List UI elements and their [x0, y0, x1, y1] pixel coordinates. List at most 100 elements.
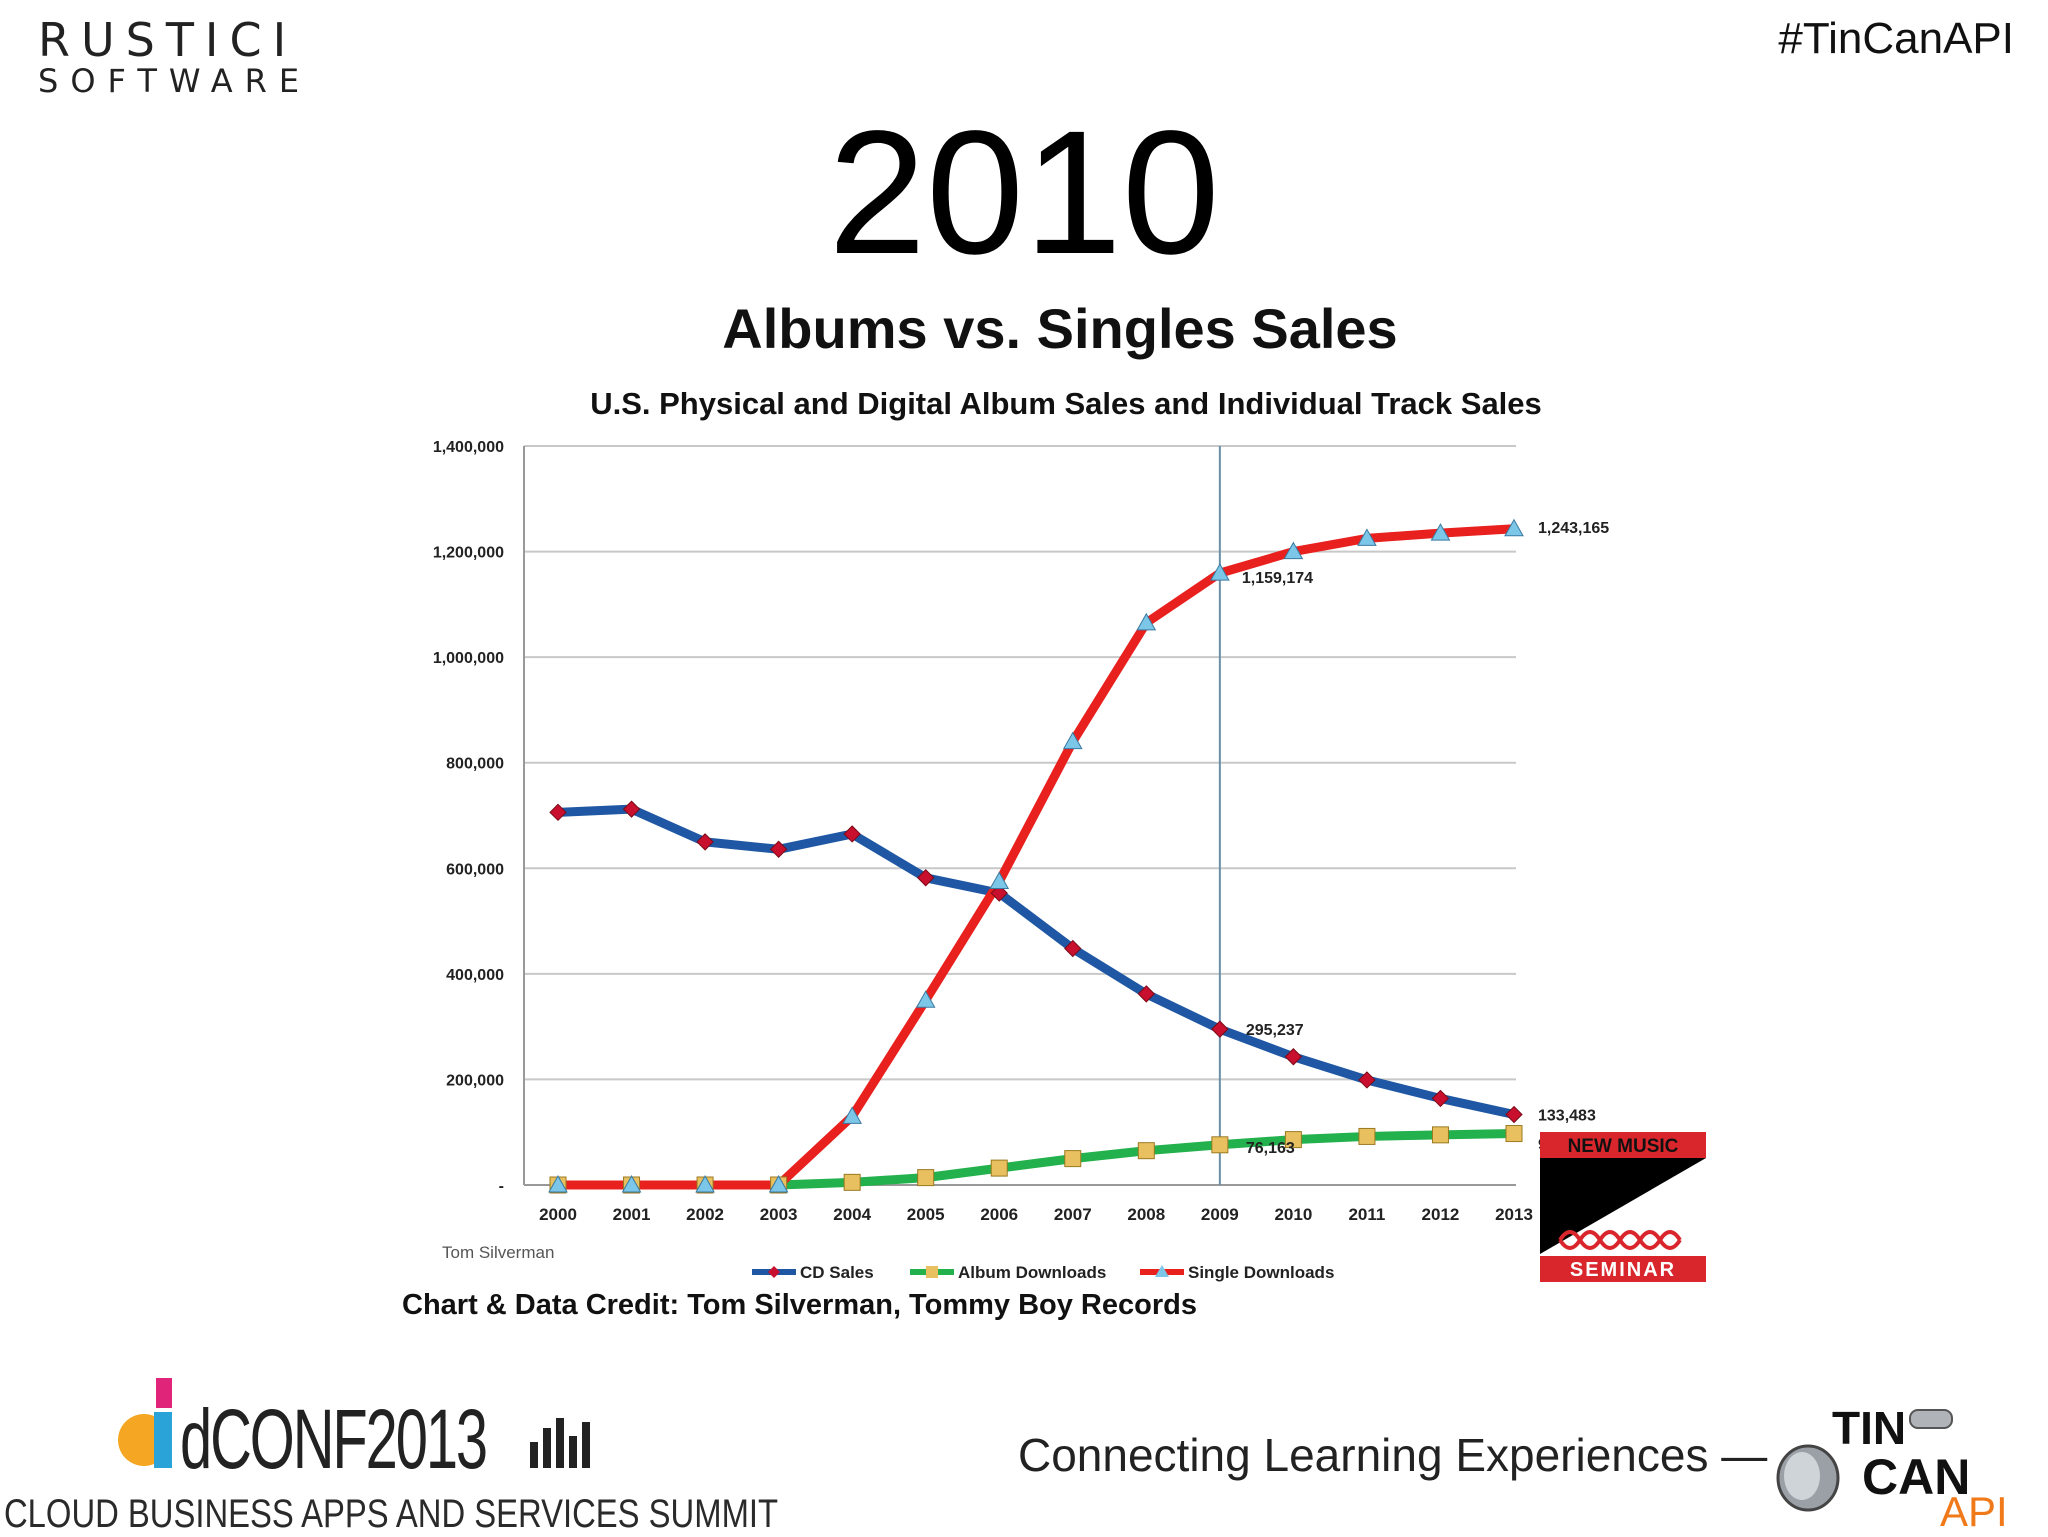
data-point-single-downloads: [1209, 563, 1230, 581]
svg-text:CD Sales: CD Sales: [800, 1263, 874, 1282]
x-tick-label: 2008: [1127, 1205, 1165, 1224]
data-point-single-downloads: [1357, 528, 1377, 546]
legend-item-album-downloads: Album Downloads: [910, 1263, 1106, 1282]
x-tick-label: 2006: [980, 1205, 1018, 1224]
data-point-single-downloads: [548, 1174, 568, 1193]
chart-author-note: Tom Silverman: [442, 1243, 554, 1262]
dconf-logo: dCONF2013: [118, 1378, 590, 1482]
data-label: 76,163: [1246, 1140, 1295, 1157]
data-point-cd-sales: [549, 803, 567, 822]
data-point-single-downloads: [1430, 523, 1451, 541]
x-tick-label: 2001: [613, 1205, 651, 1224]
x-tick-label: 2003: [760, 1205, 798, 1224]
chart-legend: CD Sales Album Downloads Single Downloads: [752, 1263, 1334, 1282]
data-point-cd-sales: [1358, 1071, 1376, 1089]
data-point-single-downloads: [1062, 731, 1083, 750]
data-point-single-downloads: [621, 1174, 642, 1193]
data-point-cd-sales: [843, 825, 861, 843]
x-tick-label: 2007: [1054, 1205, 1092, 1224]
x-tick-label: 2010: [1274, 1205, 1312, 1224]
footer-tagline: Connecting Learning Experiences —: [1018, 1429, 1768, 1481]
badge-wave-2: [1558, 1230, 1682, 1250]
x-tick-label: 2013: [1495, 1205, 1533, 1224]
data-point-single-downloads: [1504, 518, 1524, 537]
data-label: 1,159,174: [1242, 570, 1313, 587]
data-point-album-downloads: [990, 1159, 1008, 1177]
y-tick-label: 600,000: [446, 861, 504, 878]
data-point-single-downloads: [1136, 612, 1157, 631]
rustici-logo: RUSTICI SOFTWARE: [38, 16, 338, 98]
slide-title: 2010: [828, 95, 1220, 291]
svg-text:Album Downloads: Album Downloads: [958, 1263, 1106, 1282]
data-point-cd-sales: [1505, 1105, 1523, 1124]
data-point-single-downloads: [768, 1174, 789, 1193]
data-point-album-downloads: [1505, 1125, 1523, 1143]
x-tick-label: 2005: [907, 1205, 945, 1224]
tincan-logo: TIN CAN API: [1776, 1402, 2008, 1530]
series-line-single-downloads: [553, 524, 1519, 1190]
data-point-album-downloads: [843, 1173, 861, 1191]
rustici-logo-line1: RUSTICI: [38, 13, 298, 67]
data-point-single-downloads: [915, 990, 936, 1008]
legend-item-cd-sales: CD Sales: [752, 1263, 874, 1282]
badge-top-text: NEW MUSIC: [1568, 1136, 1679, 1157]
dconf-logo-bars: [530, 1418, 590, 1468]
data-label: 1,243,165: [1538, 520, 1609, 537]
data-point-single-downloads: [989, 871, 1010, 889]
x-tick-label: 2004: [833, 1205, 871, 1224]
data-point-album-downloads: [1431, 1126, 1449, 1144]
badge-bottom-text: SEMINAR: [1570, 1259, 1676, 1281]
data-point-cd-sales: [1431, 1089, 1450, 1108]
x-tick-label: 2000: [539, 1205, 577, 1224]
data-point-cd-sales: [1137, 985, 1156, 1003]
chart-series: [548, 518, 1524, 1194]
svg-text:Single Downloads: Single Downloads: [1188, 1263, 1334, 1282]
chart-subtitle: U.S. Physical and Digital Album Sales an…: [590, 386, 1542, 421]
chart-gridlines: [523, 445, 1516, 1186]
chart-credit: Chart & Data Credit: Tom Silverman, Tomm…: [402, 1289, 1197, 1321]
data-point-cd-sales: [1284, 1048, 1303, 1066]
data-point-cd-sales: [1064, 939, 1082, 958]
badge-bottom-band: [1540, 1256, 1706, 1282]
dconf-subtitle: CLOUD BUSINESS APPS AND SERVICES SUMMIT: [4, 1492, 779, 1536]
data-point-cd-sales: [769, 840, 788, 858]
data-point-cd-sales: [916, 869, 935, 887]
x-tick-label: 2012: [1422, 1205, 1460, 1224]
tin-can-icon: [1776, 1409, 1953, 1512]
data-point-album-downloads: [1064, 1150, 1082, 1168]
data-label: 295,237: [1246, 1022, 1304, 1039]
tincan-logo-api: API: [1940, 1488, 2008, 1530]
data-point-cd-sales: [622, 800, 641, 818]
chart-title: Albums vs. Singles Sales: [722, 300, 1397, 360]
x-tick-label: 2002: [686, 1205, 724, 1224]
y-axis-ticks: - 200,000 400,000 600,000 800,000 1,000,000 1,…: [433, 439, 504, 1195]
x-tick-label: 2011: [1348, 1205, 1385, 1224]
data-point-single-downloads: [842, 1106, 863, 1124]
data-point-cd-sales: [990, 884, 1008, 902]
legend-item-single-downloads: Single Downloads: [1140, 1263, 1334, 1282]
y-tick-label: 1,000,000: [433, 650, 504, 667]
data-point-album-downloads: [1137, 1142, 1155, 1160]
data-point-cd-sales: [1211, 1020, 1229, 1038]
data-point-album-downloads: [1358, 1127, 1376, 1145]
sales-chart: Albums vs. Singles Sales U.S. Physical a…: [402, 300, 1706, 1321]
y-tick-label: 400,000: [446, 967, 504, 984]
data-point-single-downloads: [1283, 541, 1304, 560]
x-axis-ticks: 2000 2001 2002 2003 2004 2005 2006 2007 2008 2009…: [539, 1205, 1533, 1224]
data-point-album-downloads: [1284, 1131, 1302, 1149]
badge-triangle: [1540, 1132, 1706, 1254]
data-point-album-downloads: [1211, 1136, 1229, 1154]
hashtag-label: #TinCanAPI: [1778, 14, 2014, 63]
dconf-logo-accent: [156, 1378, 172, 1408]
data-label: 133,483: [1538, 1108, 1596, 1125]
dconf-logo-text: dCONF2013: [180, 1392, 486, 1482]
y-tick-label: 200,000: [446, 1072, 504, 1089]
tincan-logo-tin: TIN: [1832, 1402, 1906, 1454]
y-tick-label: 800,000: [446, 756, 504, 773]
y-tick-label: -: [499, 1178, 504, 1195]
badge-top-band: [1540, 1132, 1706, 1158]
dconf-logo-stem: [154, 1412, 172, 1468]
data-point-single-downloads: [695, 1174, 715, 1193]
y-tick-label: 1,400,000: [433, 439, 504, 456]
tincan-logo-can: CAN: [1862, 1449, 1970, 1505]
